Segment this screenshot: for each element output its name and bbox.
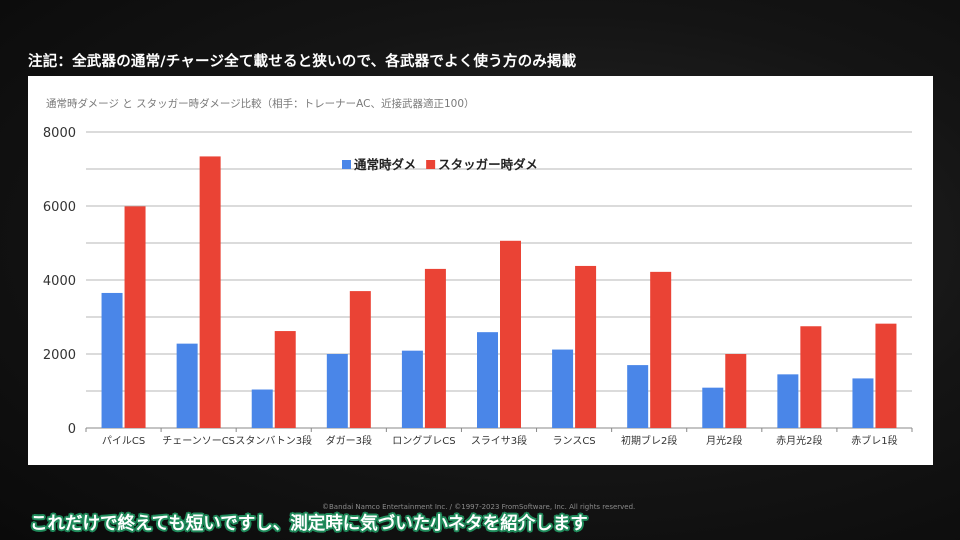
bar-stagger	[725, 354, 747, 428]
y-axis-ticks: 0 2000 4000 6000 8000	[43, 126, 76, 437]
bar-normal	[777, 374, 799, 428]
bar-stagger	[199, 156, 221, 429]
legend-label: スタッガー時ダメ	[438, 157, 538, 172]
bars	[101, 156, 897, 429]
bar-stagger	[575, 265, 597, 428]
y-tick-label: 2000	[43, 348, 76, 363]
legend-swatch	[426, 160, 436, 169]
bar-normal	[702, 387, 724, 428]
y-tick-label: 4000	[43, 274, 76, 289]
x-tick-label: スタンバトン3段	[235, 434, 312, 447]
bar-stagger	[500, 240, 521, 428]
grid-lines	[85, 131, 913, 432]
x-tick-label: 赤ブレ1段	[851, 434, 897, 447]
x-tick-label: チェーンソーCS	[162, 435, 235, 447]
bar-chart: 0 2000 4000 6000 8000 パイルCS チェーンソーCS スタンバトン3段 ダ…	[43, 126, 913, 447]
bar-normal	[101, 292, 123, 428]
copyright-text: ©Bandai Namco Entertainment Inc. / ©1997…	[322, 503, 636, 511]
bar-stagger	[800, 326, 822, 428]
subtitle-caption: これだけで終えても短いですし、測定時に気づいた小ネタを紹介します	[30, 514, 588, 534]
x-tick-label: 赤月光2段	[776, 434, 822, 447]
y-tick-label: 6000	[43, 200, 76, 215]
bar-stagger	[124, 206, 146, 428]
x-tick-label: スライサ3段	[471, 434, 527, 447]
legend-swatch	[342, 160, 351, 169]
bar-stagger	[424, 268, 446, 428]
legend: 通常時ダメ スタッガー時ダメ	[342, 157, 538, 172]
bar-normal	[401, 350, 423, 428]
bar-normal	[477, 332, 498, 428]
bar-normal	[251, 389, 273, 428]
bar-normal	[176, 343, 198, 428]
y-tick-label: 8000	[43, 126, 76, 141]
x-tick-label: ランスCS	[553, 435, 596, 447]
x-tick-label: 初期ブレ2段	[621, 434, 677, 447]
bar-stagger	[349, 291, 371, 428]
x-tick-label: ダガー3段	[326, 434, 372, 447]
bar-normal	[627, 365, 649, 428]
bar-stagger	[274, 331, 296, 428]
bar-stagger	[650, 271, 672, 428]
bar-normal	[326, 354, 348, 428]
legend-label: 通常時ダメ	[354, 157, 416, 172]
x-tick-label: ロングブレCS	[392, 434, 455, 447]
note-text: 注記：全武器の通常/チャージ全て載せると狭いので、各武器でよく使う方のみ掲載	[28, 54, 577, 70]
chart-panel: 通常時ダメージ と スタッガー時ダメージ比較（相手：トレーナーAC、近接武器適正…	[28, 76, 933, 465]
x-tick-label: 月光2段	[706, 434, 742, 447]
x-axis-ticks: パイルCS チェーンソーCS スタンバトン3段 ダガー3段 ロングブレCS スライサ3段 ラ…	[102, 434, 898, 447]
y-tick-label: 0	[68, 422, 76, 437]
bar-normal	[852, 378, 874, 428]
bar-stagger	[875, 323, 897, 428]
chart-title: 通常時ダメージ と スタッガー時ダメージ比較（相手：トレーナーAC、近接武器適正…	[46, 98, 475, 110]
x-tick-label: パイルCS	[102, 435, 145, 447]
bar-normal	[552, 349, 574, 428]
